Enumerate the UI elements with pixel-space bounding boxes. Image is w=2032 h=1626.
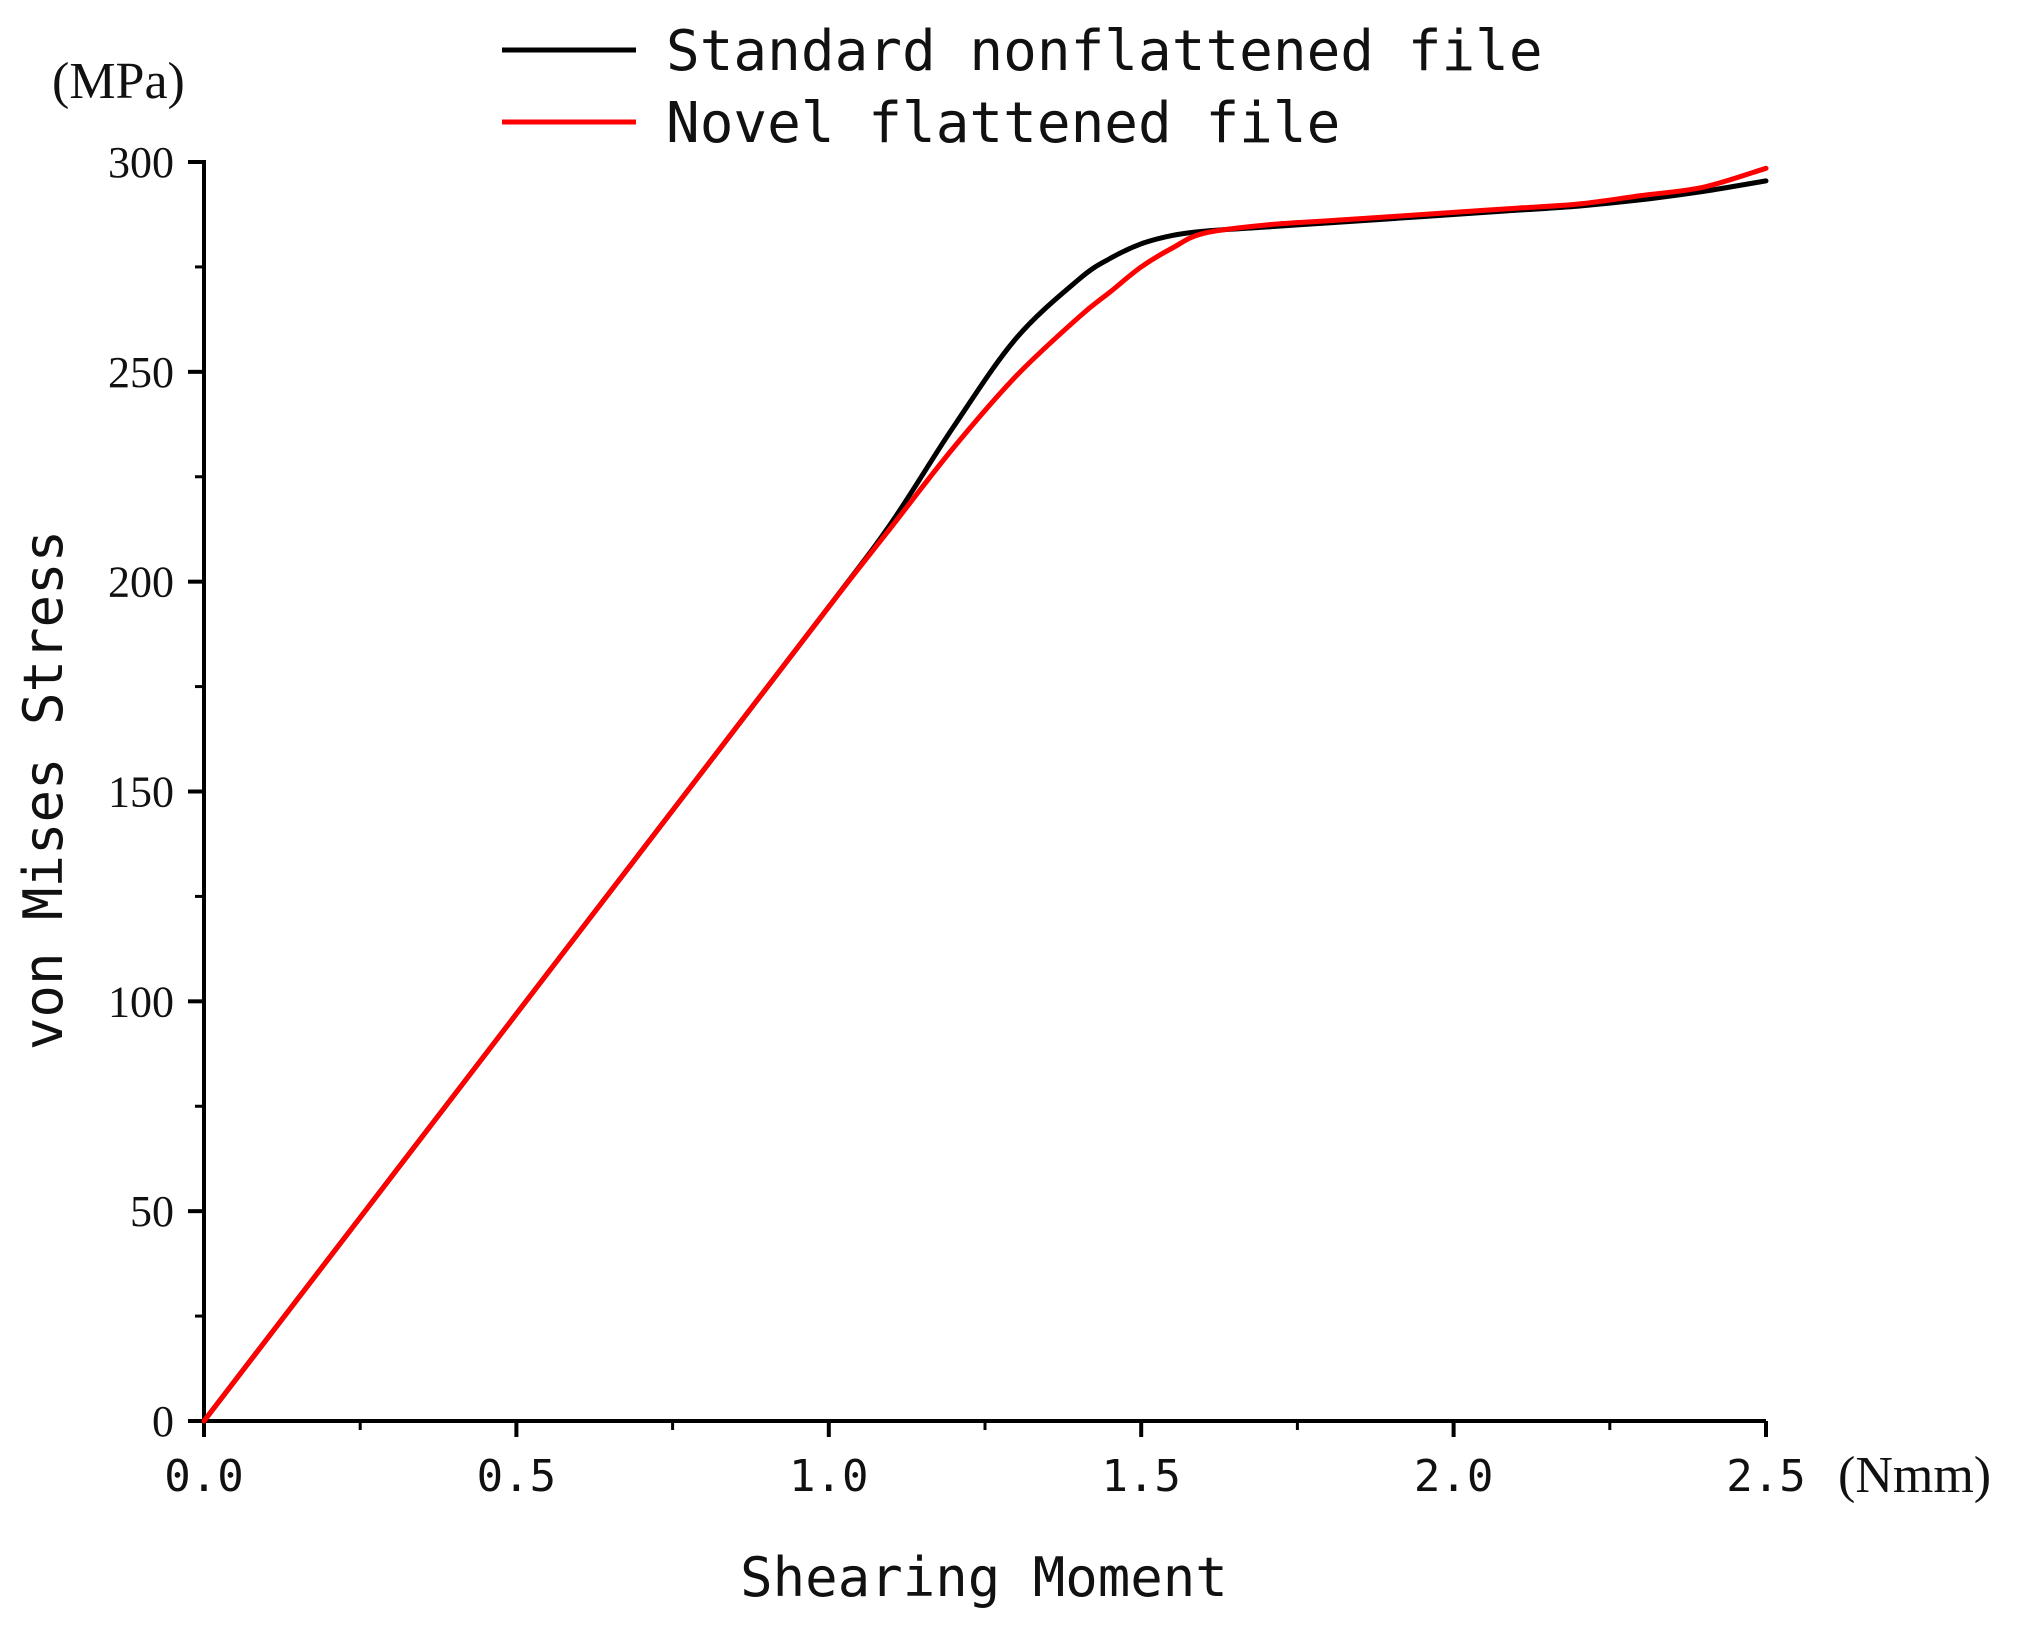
x-axis-ticks: 0.0 0.5 1.0 1.5 2.0 2.5 xyxy=(164,1421,1806,1502)
y-axis-ticks: 0 50 100 150 200 250 300 xyxy=(108,138,204,1446)
x-axis-unit: (Nmm) xyxy=(1838,1447,1991,1504)
legend-label-novel: Novel flattened file xyxy=(666,91,1340,156)
y-tick-label: 200 xyxy=(108,558,174,607)
y-tick-label: 100 xyxy=(108,977,174,1026)
series-lines xyxy=(201,165,1769,1424)
y-tick-label: 250 xyxy=(108,348,174,397)
x-axis-title: Shearing Moment xyxy=(740,1546,1228,1609)
x-tick-label: 0.5 xyxy=(477,1451,556,1502)
x-tick-label: 2.5 xyxy=(1726,1451,1805,1502)
legend-label-standard: Standard nonflattened file xyxy=(666,19,1543,84)
legend: Standard nonflattened file Novel flatten… xyxy=(502,19,1543,156)
y-tick-label: 50 xyxy=(130,1187,174,1236)
y-tick-label: 0 xyxy=(152,1397,174,1446)
x-tick-label: 2.0 xyxy=(1414,1451,1493,1502)
x-tick-label: 1.5 xyxy=(1101,1451,1180,1502)
y-tick-label: 150 xyxy=(108,768,174,817)
series-line-standard xyxy=(201,178,1769,1424)
y-axis-unit: (MPa) xyxy=(52,53,185,110)
x-tick-label: 0.0 xyxy=(164,1451,243,1502)
x-tick-label: 1.0 xyxy=(789,1451,868,1502)
y-tick-label: 300 xyxy=(108,138,174,187)
axes xyxy=(202,160,1766,1423)
y-axis-title: von Mises Stress xyxy=(12,530,75,1050)
series-line-novel xyxy=(201,165,1769,1424)
